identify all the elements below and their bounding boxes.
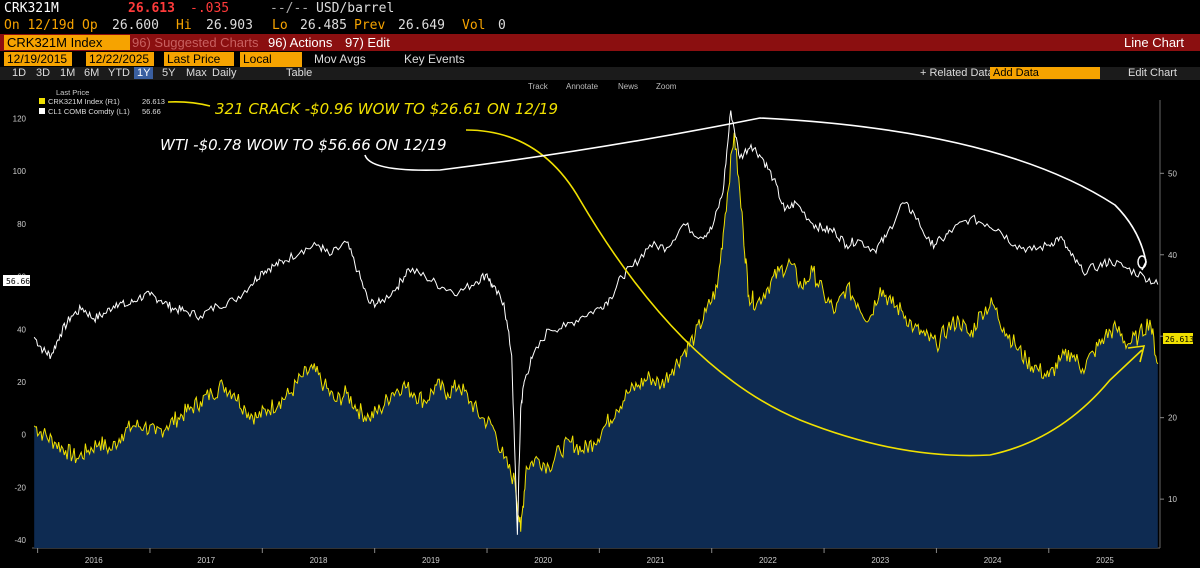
range-1m[interactable]: 1M [60,67,76,79]
end-date-field[interactable]: 12/22/2025 [86,52,154,66]
prev-value: 26.649 [398,18,445,33]
x-tick-label: 2021 [647,556,665,565]
security-field[interactable]: CRK321M Index [4,35,130,50]
quote-line: CRK321M 26.613 -.035 --/-- USD/barrel [0,0,1200,18]
wti-last-flag [3,275,30,286]
bid-ask: --/-- [270,1,310,16]
line-chart[interactable]: 120100806040200-20-40 5040302010 2016201… [0,80,1200,568]
edit-chart-button[interactable]: Edit Chart [1128,67,1177,79]
left-tick-label: 40 [17,325,26,334]
track-button[interactable]: Track [528,82,549,91]
open-value: 26.600 [112,18,159,33]
unit: USD/barrel [316,1,395,16]
date-bar: 12/19/2015 12/22/2025 Last Price Local C… [0,52,1200,80]
crack-annotation-text: 321 CRACK -$0.96 WOW TO $26.61 ON 12/19 [215,100,558,118]
annotation-wti: WTI -$0.78 WOW TO $56.66 ON 12/19 [160,117,1147,271]
left-tick-label: 0 [22,431,27,440]
last-price: 26.613 [128,1,175,16]
high-value: 26.903 [206,18,253,33]
annotation-crack: 321 CRACK -$0.96 WOW TO $26.61 ON 12/19 [167,100,1146,457]
quote-date: On 12/19d [4,18,75,33]
volume-label: Vol [462,18,486,33]
legend-value-crack: 26.613 [142,97,165,106]
legend-value-wti: 56.66 [142,107,161,116]
x-tick-label: 2025 [1096,556,1114,565]
annotate-button[interactable]: Annotate [566,82,599,91]
legend-header: Last Price [56,88,89,97]
legend-label-crack: CRK321M Index (R1) [48,97,120,106]
x-tick-label: 2024 [984,556,1002,565]
crack-last-value: 26.613 [1165,335,1194,344]
legend-label-wti: CL1 COMB Comdty (L1) [48,107,130,116]
ticker: CRK321M [4,1,59,16]
x-tick-label: 2020 [534,556,552,565]
prev-label: Prev [354,18,386,33]
wti-annotation-curve [364,117,1147,271]
chart-toolbar: Track Annotate News Zoom [528,82,677,91]
range-3d[interactable]: 3D [36,67,51,79]
high-label: Hi [176,18,192,33]
low-label: Lo [272,18,288,33]
range-1y[interactable]: 1Y [134,67,154,79]
x-tick-label: 2022 [759,556,777,565]
legend: Last Price CRK321M Index (R1) 26.613 CL1… [39,88,165,116]
add-data-input[interactable]: Add Data [990,67,1100,79]
suggested-charts-button[interactable]: 96) Suggested Charts [132,35,259,50]
period-select[interactable]: Daily [212,67,237,79]
start-date-field[interactable]: 12/19/2015 [4,52,72,66]
right-tick-label: 50 [1168,169,1177,178]
x-tick-label: 2023 [871,556,889,565]
x-tick-label: 2016 [85,556,103,565]
left-tick-label: 120 [13,114,27,123]
wti-annotation-circle [1137,255,1147,269]
x-axis: 2016 2017 2018 2019 2020 2021 2022 2023 2024 2025 [37,548,1114,565]
left-tick-label: -20 [14,483,26,492]
x-tick-label: 2017 [197,556,215,565]
range-ytd[interactable]: YTD [108,67,130,79]
left-tick-label: 80 [17,220,26,229]
crack-annotation-curve [465,129,1146,457]
quote-details: On 12/19d Op 26.600 Hi 26.903 Lo 26.485 … [0,18,1200,34]
table-button[interactable]: Table [286,67,313,79]
news-button[interactable]: News [618,82,638,91]
edit-menu[interactable]: 97) Edit [345,35,390,50]
command-bar: CRK321M Index 96) Suggested Charts 96) A… [0,34,1200,51]
volume-value: 0 [498,18,506,33]
right-tick-label: 20 [1168,414,1177,423]
zoom-button[interactable]: Zoom [656,82,677,91]
left-tick-label: -40 [14,536,26,545]
actions-menu[interactable]: 96) Actions [268,35,333,50]
field-select[interactable]: Last Price [164,52,234,66]
legend-swatch-crack [39,98,45,104]
legend-swatch-wti [39,108,45,114]
chart-type-label: Line Chart [1124,35,1184,50]
x-tick-label: 2019 [422,556,440,565]
crack-last-flag [1163,333,1193,344]
open-label: Op [82,18,98,33]
range-1d[interactable]: 1D [12,67,27,79]
related-data-button[interactable]: + Related Data [920,67,994,79]
left-tick-label: 20 [17,378,26,387]
crack-line [33,132,1159,532]
range-5y[interactable]: 5Y [162,67,176,79]
left-tick-label: 100 [13,167,27,176]
wti-line [33,110,1159,535]
x-tick-label: 2018 [310,556,328,565]
key-events-toggle[interactable]: Key Events [404,52,465,66]
low-value: 26.485 [300,18,347,33]
wti-last-value: 56.66 [6,277,30,286]
mov-avgs-toggle[interactable]: Mov Avgs [314,52,366,66]
price-change: -.035 [190,1,230,16]
crack-annotation-arrow [167,101,211,107]
range-max[interactable]: Max [186,67,207,79]
wti-annotation-text: WTI -$0.78 WOW TO $56.66 ON 12/19 [160,136,447,154]
range-6m[interactable]: 6M [84,67,100,79]
right-tick-label: 10 [1168,495,1177,504]
right-tick-label: 40 [1168,251,1177,260]
range-bar: 1D 3D 1M 6M YTD 1Y 5Y Max Daily Table + … [0,67,1200,80]
